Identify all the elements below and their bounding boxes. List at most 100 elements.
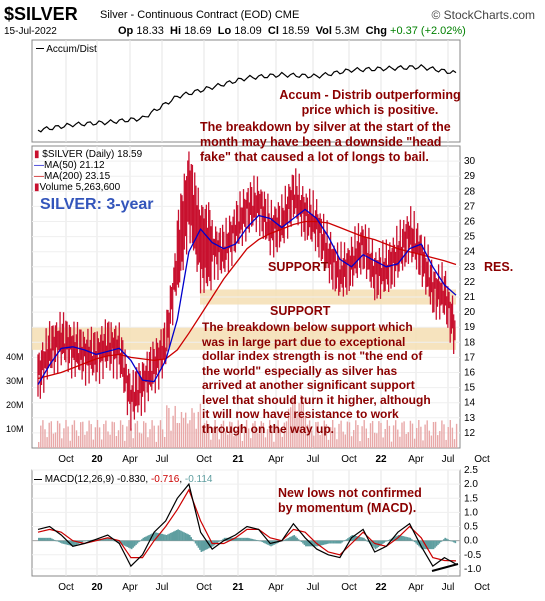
volume-bar xyxy=(52,433,55,448)
macd-hist-bar xyxy=(87,540,89,541)
volume-bar xyxy=(399,436,401,448)
macd-hist-bar xyxy=(125,540,127,547)
macd-y-tick: -1.0 xyxy=(464,564,482,575)
macd-hist-bar xyxy=(177,529,179,541)
volume-bar xyxy=(390,441,393,448)
macd-legend-swatch xyxy=(34,478,42,480)
volume-bar xyxy=(105,420,107,448)
high-label: Hi xyxy=(170,25,181,37)
volume-bar xyxy=(376,433,378,448)
macd-hist-bar xyxy=(440,540,442,543)
macd-hist-bar xyxy=(255,539,258,541)
volume-bar xyxy=(69,440,71,448)
macd-hist-bar xyxy=(400,535,403,541)
macd-hist-bar xyxy=(45,537,47,541)
volume-bar xyxy=(334,427,336,448)
macd-hist-bar xyxy=(56,540,59,542)
macd-hist-bar xyxy=(217,540,220,543)
volume-bar xyxy=(94,427,97,448)
macd-hist-bar xyxy=(323,540,326,545)
price-annotation-line: the world" especially as silver has xyxy=(202,363,398,378)
ma50-legend-swatch: — xyxy=(34,160,44,171)
volume-bar xyxy=(447,427,449,448)
macd-hist-bar xyxy=(426,540,429,550)
volume-bar xyxy=(75,430,78,448)
price-y-tick: 18 xyxy=(464,337,476,348)
volume-bar xyxy=(392,425,395,448)
macd-hist-bar xyxy=(241,537,243,541)
macd-hist-bar xyxy=(406,537,409,541)
volume-bar xyxy=(294,398,296,448)
volume-bar xyxy=(241,440,244,448)
macd-hist-bar xyxy=(158,533,161,541)
volume-bar xyxy=(428,430,430,448)
volume-bar xyxy=(405,433,407,448)
price-annotation-line: level that should turn it higher, althou… xyxy=(202,392,431,407)
volume-bar xyxy=(248,428,250,448)
volume-bar xyxy=(445,439,447,448)
macd-hist-bar xyxy=(139,540,142,542)
macd-hist-bar xyxy=(307,540,310,547)
macd-hist-bar xyxy=(262,540,265,543)
volume-bar xyxy=(214,420,216,448)
volume-bar xyxy=(157,425,160,448)
volume-bar xyxy=(327,439,330,448)
x-tick-label: 20 xyxy=(91,582,103,593)
macd-hist-bar xyxy=(357,536,359,541)
volume-bar xyxy=(407,432,409,448)
macd-hist-bar xyxy=(389,539,391,541)
volume-bar xyxy=(271,425,273,448)
macd-y-tick: 0.0 xyxy=(464,536,478,547)
volume-bar xyxy=(355,420,357,448)
x-tick-label: 21 xyxy=(232,454,244,465)
macd-hist-bar xyxy=(334,540,336,544)
macd-hist-bar xyxy=(287,537,290,541)
macd-hist-bar xyxy=(172,531,175,541)
chg-label: Chg xyxy=(365,25,387,37)
macd-hist-bar xyxy=(257,540,259,541)
volume-bar xyxy=(61,438,63,448)
macd-hist-bar xyxy=(379,540,381,546)
volume-bar xyxy=(63,428,65,448)
macd-hist-bar xyxy=(42,537,44,541)
macd-hist-bar xyxy=(202,540,204,552)
volume-bar xyxy=(304,415,307,448)
macd-hist-bar xyxy=(374,540,377,550)
macd-hist-bar xyxy=(109,538,111,541)
macd-hist-bar xyxy=(312,540,314,547)
description: Silver - Continuous Contract (EOD) CME xyxy=(100,9,300,21)
macd-hist-bar xyxy=(331,540,333,544)
x-tick-label: Apr xyxy=(408,582,424,593)
x-tick-label: Jul xyxy=(307,582,320,593)
macd-hist-bar xyxy=(318,540,320,546)
macd-hist-bar xyxy=(51,538,53,541)
support-upper-label: SUPPORT xyxy=(268,260,329,274)
macd-hist-bar xyxy=(90,539,92,541)
macd-hist-bar xyxy=(71,540,73,546)
volume-bar xyxy=(252,423,254,448)
x-tick-label: Oct xyxy=(474,454,490,465)
volume-bar xyxy=(455,423,458,448)
x-tick-label: Oct xyxy=(58,582,74,593)
volume-bar xyxy=(84,434,86,448)
macd-hist-bar xyxy=(152,532,155,541)
macd-hist-bar xyxy=(360,537,362,541)
macd-hist-bar xyxy=(43,537,46,541)
macd-hist-bar xyxy=(188,535,191,541)
volume-bar xyxy=(380,422,382,448)
macd-hist-bar xyxy=(233,537,236,541)
volume-bar xyxy=(231,422,233,448)
macd-hist-bar xyxy=(236,537,239,541)
macd-hist-bar xyxy=(313,540,316,547)
macd-hist-bar xyxy=(347,538,349,541)
volume-bar xyxy=(420,426,422,448)
volume-y-tick: 20M xyxy=(6,400,24,410)
volume-bar xyxy=(151,420,153,448)
volume-bar xyxy=(371,420,374,448)
volume-bar xyxy=(374,432,376,448)
macd-hist-bar xyxy=(341,540,343,543)
macd-hist-bar xyxy=(325,540,327,545)
volume-bar xyxy=(382,437,384,448)
macd-hist-bar xyxy=(84,540,87,542)
macd-hist-bar xyxy=(293,535,296,541)
